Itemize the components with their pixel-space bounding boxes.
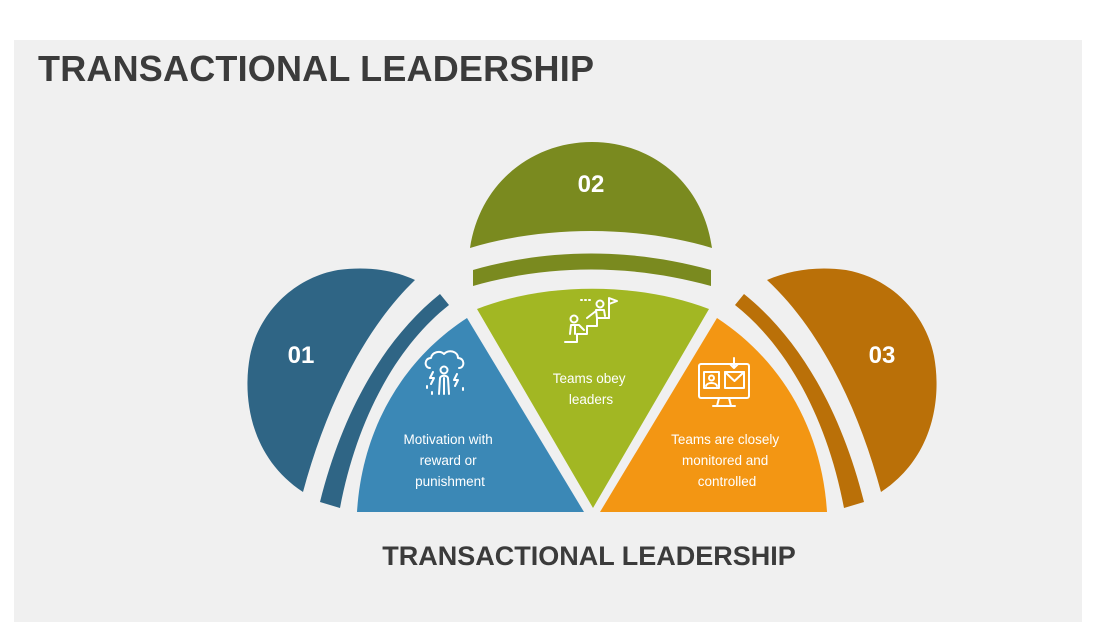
arc-band-03 bbox=[735, 294, 864, 508]
step-number-03: 03 bbox=[869, 342, 896, 369]
lobe-02 bbox=[470, 142, 712, 248]
caption-03-line-3: controlled bbox=[698, 474, 757, 489]
caption-02-line-1: Teams obey bbox=[553, 371, 626, 386]
monitor-surveillance-icon bbox=[698, 357, 750, 407]
step-number-02: 02 bbox=[578, 171, 605, 198]
step-number-01: 01 bbox=[288, 342, 315, 369]
lobe-01 bbox=[247, 268, 415, 492]
caption-01: Motivation with reward or punishment bbox=[403, 432, 496, 489]
caption-03-line-2: monitored and bbox=[682, 453, 768, 468]
caption-03: Teams are closely monitored and controll… bbox=[671, 432, 783, 489]
arc-band-01 bbox=[320, 294, 449, 508]
lobe-03 bbox=[767, 268, 937, 492]
caption-02-line-2: leaders bbox=[569, 392, 614, 407]
storm-cloud-person-icon bbox=[424, 350, 465, 395]
caption-01-line-2: reward or bbox=[420, 453, 478, 468]
caption-01-line-3: punishment bbox=[415, 474, 485, 489]
segment-02 bbox=[477, 288, 709, 508]
caption-02: Teams obey leaders bbox=[553, 371, 630, 407]
arc-band-02 bbox=[473, 253, 711, 286]
caption-03-line-1: Teams are closely bbox=[671, 432, 779, 447]
caption-01-line-1: Motivation with bbox=[403, 432, 492, 447]
diagram-subtitle: TRANSACTIONAL LEADERSHIP bbox=[382, 541, 796, 571]
slide-title: TRANSACTIONAL LEADERSHIP bbox=[38, 48, 595, 89]
segment-03 bbox=[600, 318, 827, 512]
segment-01 bbox=[357, 318, 584, 512]
climbing-stairs-flag-icon bbox=[564, 297, 618, 343]
